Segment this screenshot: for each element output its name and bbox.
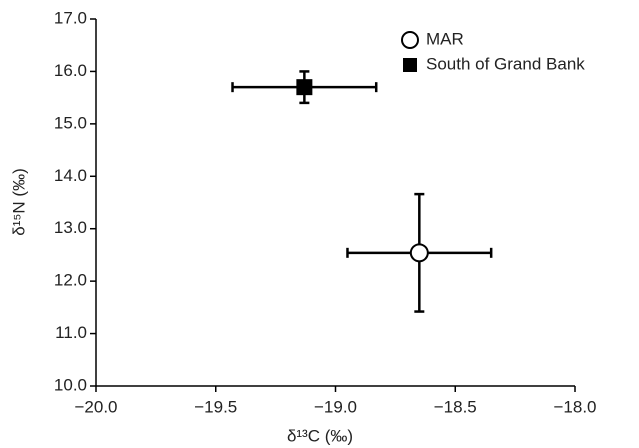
y-axis-title: δ¹⁵N (‰) bbox=[9, 168, 28, 236]
y-tick-label: 16.0 bbox=[54, 61, 87, 80]
x-axis-title: δ¹³C (‰) bbox=[287, 426, 353, 445]
legend-label: South of Grand Bank bbox=[426, 54, 585, 73]
y-tick-label: 12.0 bbox=[54, 271, 87, 290]
x-tick-label: −20.0 bbox=[74, 397, 117, 416]
y-tick-label: 10.0 bbox=[54, 375, 87, 394]
x-tick-label: −18.0 bbox=[553, 397, 596, 416]
y-tick-label: 15.0 bbox=[54, 113, 87, 132]
marker bbox=[409, 243, 429, 263]
x-tick-label: −18.5 bbox=[434, 397, 477, 416]
x-tick-label: −19.0 bbox=[314, 397, 357, 416]
legend-marker bbox=[401, 31, 419, 49]
legend-marker bbox=[403, 58, 417, 72]
y-tick-label: 17.0 bbox=[54, 8, 87, 27]
marker bbox=[296, 79, 313, 96]
y-tick-label: 14.0 bbox=[54, 166, 87, 185]
x-tick-label: −19.5 bbox=[194, 397, 237, 416]
y-tick-label: 13.0 bbox=[54, 218, 87, 237]
y-tick-label: 11.0 bbox=[55, 323, 87, 342]
legend-label: MAR bbox=[426, 29, 464, 48]
